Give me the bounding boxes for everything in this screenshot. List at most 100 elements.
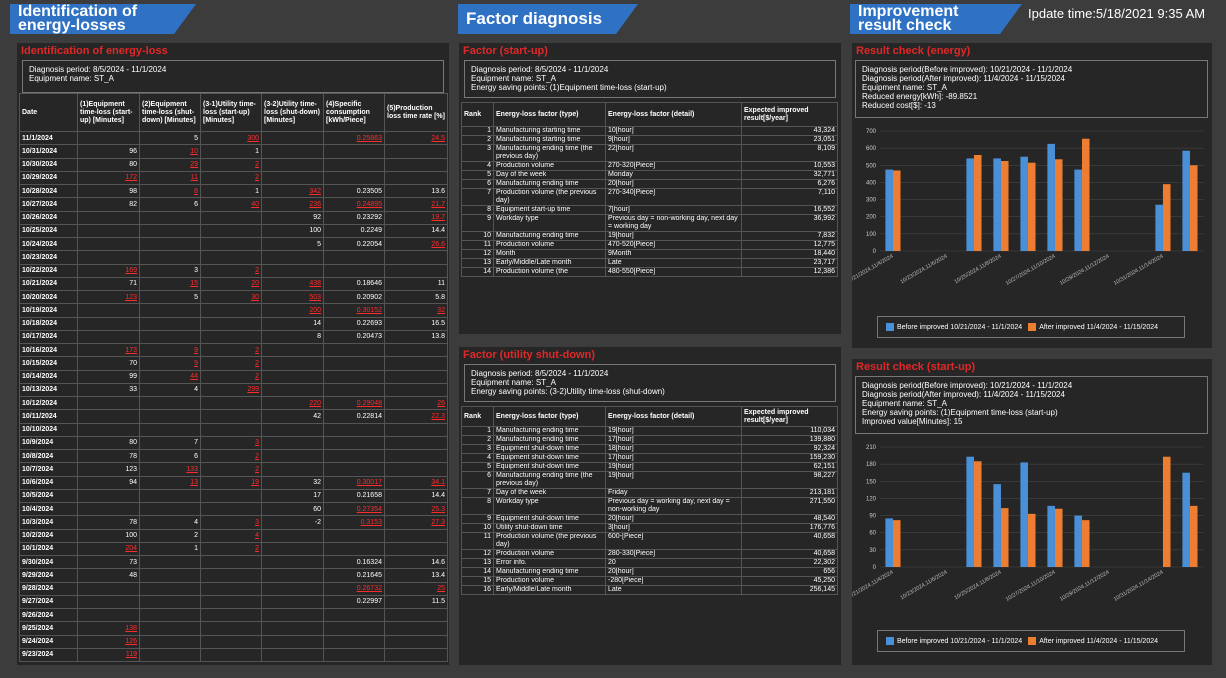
value-cell[interactable]: 236 xyxy=(261,197,324,212)
value-cell[interactable]: 2 xyxy=(139,528,201,543)
value-cell[interactable]: 0.23292 xyxy=(323,210,385,225)
value-cell[interactable]: 13.6 xyxy=(384,183,448,199)
value-cell[interactable]: 26.6 xyxy=(384,236,448,252)
value-cell[interactable]: 14 xyxy=(261,316,324,331)
value-cell[interactable]: 172 xyxy=(77,170,140,186)
value-cell[interactable]: 0.22997 xyxy=(323,594,385,610)
value-cell[interactable]: 73 xyxy=(77,554,140,570)
value-cell[interactable]: 0.20902 xyxy=(323,289,385,305)
value-cell[interactable]: 3 xyxy=(200,515,262,530)
value-cell[interactable]: 96 xyxy=(77,144,140,159)
value-cell[interactable]: 4 xyxy=(139,382,201,398)
value-cell[interactable]: 48 xyxy=(77,568,140,583)
value-cell[interactable]: 71 xyxy=(77,276,140,292)
value-cell[interactable]: 15 xyxy=(139,276,201,292)
value-cell[interactable]: 82 xyxy=(77,197,140,212)
value-cell[interactable]: 78 xyxy=(77,515,140,530)
value-cell[interactable]: 30 xyxy=(200,289,262,305)
value-cell[interactable]: 2 xyxy=(200,356,262,371)
value-cell[interactable]: 126 xyxy=(77,634,140,649)
value-cell[interactable]: 14.6 xyxy=(384,554,448,570)
value-cell[interactable]: 5 xyxy=(261,236,324,252)
value-cell[interactable]: 9 xyxy=(139,356,201,371)
value-cell[interactable]: 21.7 xyxy=(384,197,448,212)
value-cell[interactable]: 16.5 xyxy=(384,316,448,331)
value-cell[interactable]: 20 xyxy=(200,276,262,292)
value-cell[interactable]: 3 xyxy=(200,435,262,451)
value-cell[interactable]: 8 xyxy=(261,329,324,345)
value-cell[interactable]: 0.3153 xyxy=(323,515,385,530)
value-cell[interactable]: 0.22814 xyxy=(323,409,385,424)
value-cell[interactable]: 80 xyxy=(77,435,140,451)
value-cell[interactable]: 220 xyxy=(261,395,324,411)
value-cell[interactable]: 78 xyxy=(77,448,140,464)
value-cell[interactable]: 503 xyxy=(261,289,324,305)
value-cell[interactable]: 1 xyxy=(200,183,262,199)
value-cell[interactable]: 5 xyxy=(139,289,201,305)
value-cell[interactable]: 19 xyxy=(200,475,262,490)
value-cell[interactable]: 4 xyxy=(200,528,262,543)
value-cell[interactable]: 24.5 xyxy=(384,130,448,146)
value-cell[interactable]: 100 xyxy=(77,528,140,543)
value-cell[interactable]: 26 xyxy=(384,395,448,411)
value-cell[interactable]: 11 xyxy=(139,170,201,186)
value-cell[interactable]: 70 xyxy=(77,356,140,371)
value-cell[interactable]: 0.26732 xyxy=(323,581,385,596)
value-cell[interactable]: 0.20473 xyxy=(323,329,385,345)
value-cell[interactable]: 25.3 xyxy=(384,501,448,517)
value-cell[interactable]: 8 xyxy=(139,183,201,199)
value-cell[interactable]: 342 xyxy=(261,183,324,199)
value-cell[interactable]: 2 xyxy=(200,157,262,172)
value-cell[interactable]: 0.30017 xyxy=(323,475,385,490)
value-cell[interactable]: 25 xyxy=(384,581,448,596)
value-cell[interactable]: 2 xyxy=(200,369,262,384)
value-cell[interactable]: 32 xyxy=(384,303,448,318)
value-cell[interactable]: 3 xyxy=(139,263,201,278)
value-cell[interactable]: 0.25863 xyxy=(323,130,385,146)
value-cell[interactable]: 2 xyxy=(200,448,262,464)
value-cell[interactable]: 4 xyxy=(139,515,201,530)
value-cell[interactable]: 0.27354 xyxy=(323,501,385,517)
value-cell[interactable]: 0.18646 xyxy=(323,276,385,292)
value-cell[interactable]: 0.23505 xyxy=(323,183,385,199)
value-cell[interactable]: 17 xyxy=(261,488,324,504)
value-cell[interactable]: 5 xyxy=(139,130,201,146)
value-cell[interactable]: 2 xyxy=(200,342,262,358)
value-cell[interactable]: 6 xyxy=(139,448,201,464)
value-cell[interactable]: 299 xyxy=(200,382,262,398)
value-cell[interactable]: 40 xyxy=(200,197,262,212)
value-cell[interactable]: 0.29048 xyxy=(323,395,385,411)
value-cell[interactable]: 5.8 xyxy=(384,289,448,305)
value-cell[interactable]: 22.3 xyxy=(384,409,448,424)
value-cell[interactable]: 98 xyxy=(77,183,140,199)
value-cell[interactable]: 99 xyxy=(77,369,140,384)
value-cell[interactable]: 123 xyxy=(77,289,140,305)
value-cell[interactable]: 2 xyxy=(200,462,262,477)
value-cell[interactable]: 11.5 xyxy=(384,594,448,610)
value-cell[interactable]: 300 xyxy=(200,130,262,146)
value-cell[interactable]: 29 xyxy=(139,157,201,172)
value-cell[interactable]: 2 xyxy=(200,263,262,278)
value-cell[interactable]: 123 xyxy=(77,462,140,477)
value-cell[interactable]: 13.8 xyxy=(384,329,448,345)
value-cell[interactable]: 44 xyxy=(139,369,201,384)
value-cell[interactable]: 0.30152 xyxy=(323,303,385,318)
value-cell[interactable]: 1 xyxy=(139,541,201,557)
value-cell[interactable]: 92 xyxy=(261,210,324,225)
value-cell[interactable]: 0.22693 xyxy=(323,316,385,331)
value-cell[interactable]: 34.1 xyxy=(384,475,448,490)
value-cell[interactable]: 27.3 xyxy=(384,515,448,530)
value-cell[interactable]: 0.22054 xyxy=(323,236,385,252)
value-cell[interactable]: 200 xyxy=(261,303,324,318)
value-cell[interactable]: 19.7 xyxy=(384,210,448,225)
value-cell[interactable]: 60 xyxy=(261,501,324,517)
value-cell[interactable]: 204 xyxy=(77,541,140,557)
value-cell[interactable]: 13.4 xyxy=(384,568,448,583)
value-cell[interactable]: 2 xyxy=(200,541,262,557)
value-cell[interactable]: 0.2249 xyxy=(323,223,385,239)
value-cell[interactable]: 14.4 xyxy=(384,223,448,239)
value-cell[interactable]: 9 xyxy=(139,342,201,358)
value-cell[interactable]: 94 xyxy=(77,475,140,490)
value-cell[interactable]: 100 xyxy=(261,223,324,239)
value-cell[interactable]: 14.4 xyxy=(384,488,448,504)
